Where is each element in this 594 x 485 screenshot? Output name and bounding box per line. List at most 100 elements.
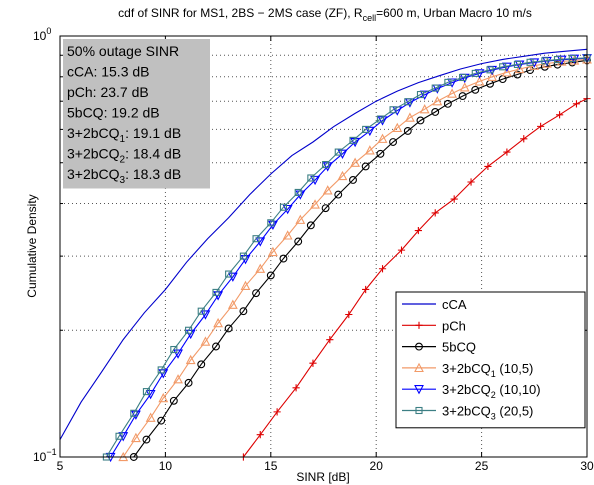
data-point [467,178,475,186]
data-point [378,265,387,273]
axes-frame [59,35,588,458]
x-tick-label: 15 [264,459,278,473]
legend-entry: 3+2bCQ3 (20,5) [402,404,533,422]
data-point [252,289,260,298]
data-point [447,88,457,98]
annotation-line: 3+2bCQ3: 18.3 dB [67,166,181,186]
data-point [432,96,443,106]
chart-title: cdf of SINR for MS1, 2BS − 2MS case (ZF)… [118,6,532,23]
data-point [279,254,288,263]
data-point [362,125,370,133]
series-line [133,59,588,458]
data-point [170,345,178,354]
series-6 [102,54,591,461]
data-point [267,220,278,231]
annotation-line: pCh: 23.7 dB [67,84,149,100]
legend: cCA pCh 5bCQ 3+2bCQ1 (10,5) 3+2bCQ2 (10,10) 3… [395,291,586,429]
data-point [295,214,306,224]
x-tick-label: 20 [370,459,384,473]
legend-label: pCh [442,318,466,333]
data-point [310,175,320,186]
series-line [122,58,588,458]
data-point [389,106,397,114]
data-point [361,162,370,171]
data-point [556,55,567,65]
data-point [227,299,238,309]
data-point [322,185,333,195]
data-point [487,71,498,81]
legend-label: 3+2bCQ1 (10,5) [442,361,533,379]
annotation-line: cCA: 15.3 dB [67,64,150,80]
data-point [568,54,576,63]
data-point [349,136,357,144]
series-4 [118,54,592,462]
data-point [364,145,375,155]
data-point [307,174,315,182]
data-point [376,115,384,123]
data-point [115,432,123,440]
data-point [212,288,220,296]
data-point [404,98,412,106]
annotation-line: 5bCQ: 19.2 dB [67,105,160,121]
data-point [514,63,525,74]
data-point [142,388,150,396]
annotation-line: 3+2bCQ2: 18.4 dB [67,146,181,166]
data-point [197,307,205,315]
data-point [145,412,156,422]
data-point [484,162,492,171]
data-point [376,149,385,158]
data-point [256,431,264,439]
data-point [239,307,248,316]
x-tick-label: 10 [159,459,173,473]
data-point [306,221,315,230]
data-point [349,176,357,184]
data-point [157,416,166,425]
data-point [185,329,196,340]
data-point [415,406,423,415]
data-point [273,408,281,416]
data-point [486,66,494,74]
data-point [431,108,440,116]
data-point [431,209,439,217]
data-point [415,342,423,351]
data-point [185,326,193,334]
data-point [173,349,183,359]
data-point [158,392,169,403]
series-3 [129,56,591,461]
data-point [555,111,564,119]
annotation-line: 50% outage SINR [67,43,179,59]
data-point [416,90,425,99]
data-point [364,126,375,137]
series-1 [59,48,588,440]
data-point [252,235,260,243]
data-point [503,148,511,156]
data-point [267,246,278,257]
legend-entry: 3+2bCQ1 (10,5) [402,361,533,379]
data-point [419,104,430,114]
data-point [443,99,452,108]
x-tick-label: 5 [57,459,64,473]
data-point [471,85,480,94]
data-point [321,204,330,213]
data-point [334,148,342,156]
data-point [309,359,317,367]
data-point [513,70,522,79]
data-point [130,409,138,417]
data-point [255,263,266,273]
data-point [419,90,430,100]
data-point [240,280,251,290]
data-point [130,432,141,443]
data-point [337,149,348,159]
data-point [292,384,300,392]
y-tick-label: 100 [33,26,51,43]
legend-label: 5bCQ [442,340,476,355]
data-point [294,188,302,196]
data-point [499,63,507,71]
data-point [458,92,467,101]
data-point [130,410,141,420]
data-point [224,324,233,333]
data-point [322,161,330,169]
data-point [239,252,247,260]
data-point [444,78,452,86]
